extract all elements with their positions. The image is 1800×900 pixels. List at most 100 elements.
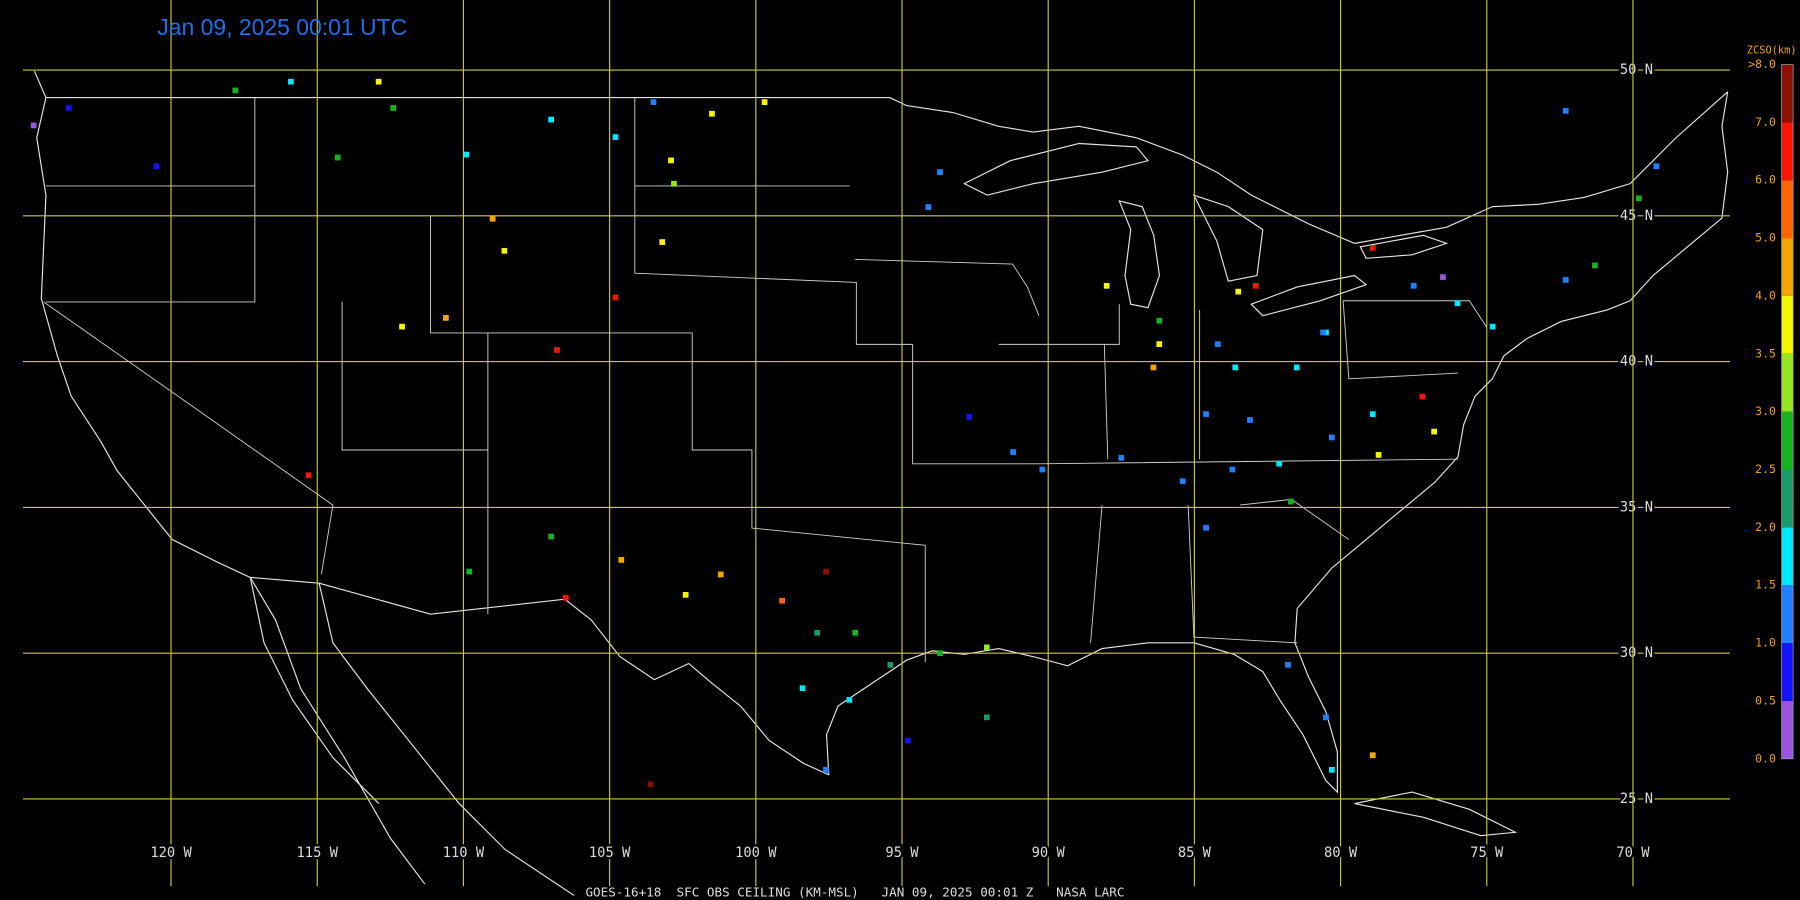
lat-label: 50 N: [1620, 62, 1653, 78]
station: [682, 592, 689, 598]
border-north: [45, 91, 1729, 244]
station: [1635, 195, 1642, 202]
colorbar-label: 4.0: [1755, 288, 1776, 302]
colorbar-label: 5.0: [1755, 231, 1776, 245]
station: [1203, 524, 1209, 531]
station: [1203, 411, 1209, 417]
station: [1562, 277, 1569, 283]
station: [1285, 661, 1291, 668]
station: [671, 180, 677, 187]
lon-label: 115 W: [297, 845, 339, 861]
station: [823, 568, 829, 575]
station: [1118, 454, 1125, 461]
station: [659, 239, 666, 245]
station: [823, 766, 829, 773]
colorbar-segment: [1781, 585, 1794, 644]
station: [612, 134, 619, 140]
station: [548, 533, 555, 540]
colorbar-label: 1.5: [1755, 578, 1776, 592]
station: [904, 737, 911, 744]
colorbar-label: 3.0: [1755, 404, 1776, 418]
colorbar-segment: [1781, 122, 1794, 181]
station: [1592, 262, 1598, 269]
station: [399, 323, 405, 330]
station: [799, 685, 806, 692]
cuba: [1354, 791, 1518, 837]
station: [1235, 288, 1242, 295]
station: [1562, 107, 1569, 114]
colorbar-frame: [1781, 64, 1794, 760]
lake-erie: [1250, 274, 1368, 317]
lon-label: 120 W: [150, 845, 192, 861]
station: [966, 414, 973, 420]
station: [1323, 714, 1329, 721]
station: [1229, 466, 1236, 473]
station: [1431, 428, 1438, 435]
lon-label: 95 W: [885, 845, 919, 861]
station: [305, 472, 312, 479]
station: [443, 315, 449, 321]
station: [846, 696, 853, 703]
station: [1179, 478, 1186, 485]
colorbar-label: 7.0: [1755, 115, 1776, 129]
station: [562, 594, 569, 601]
station: [668, 157, 674, 164]
title: Jan 09, 2025 00:01 UTC: [157, 14, 407, 40]
station: [1010, 449, 1016, 455]
lon-label: 80 W: [1324, 845, 1358, 861]
colorbar-segment: [1781, 411, 1794, 470]
station: [153, 163, 160, 170]
station: [288, 78, 294, 85]
lon-label: 70 W: [1616, 845, 1650, 861]
station: [1150, 364, 1157, 371]
lon-label: 100 W: [735, 845, 777, 861]
station: [1454, 300, 1461, 307]
station: [1293, 364, 1300, 371]
colorbar-title: ZCSO(km): [1747, 45, 1797, 57]
baja: [249, 577, 575, 896]
station: [1375, 452, 1382, 458]
outlines: [33, 70, 1729, 896]
station: [1489, 323, 1496, 330]
station: [1323, 329, 1329, 336]
station: [1328, 766, 1335, 773]
lake-huron: [1192, 194, 1264, 282]
station: [983, 644, 990, 651]
station: [612, 294, 619, 301]
station: [1156, 341, 1163, 347]
colorbar-segment: [1781, 295, 1794, 354]
colorbar-label: >8.0: [1748, 57, 1776, 71]
station: [501, 247, 508, 254]
station: [983, 714, 990, 721]
stations: [30, 78, 1660, 788]
station: [650, 99, 657, 105]
station: [1247, 417, 1253, 423]
lat-label: 30 N: [1620, 645, 1653, 661]
colorbar-label: 1.0: [1755, 636, 1776, 650]
station: [1232, 364, 1239, 371]
lon-label: 110 W: [443, 845, 485, 861]
station: [852, 629, 859, 636]
colorbar-segment: [1781, 527, 1794, 586]
station: [814, 629, 821, 636]
station: [717, 571, 724, 578]
station: [618, 557, 625, 563]
station: [647, 781, 654, 788]
station: [1252, 282, 1259, 289]
station: [709, 110, 715, 117]
station: [1276, 460, 1283, 467]
station: [1320, 329, 1326, 336]
station: [1410, 282, 1417, 289]
colorbar-label: 3.5: [1755, 346, 1776, 360]
coastline: [33, 70, 426, 885]
station: [554, 347, 560, 353]
colorbar-segment: [1781, 643, 1794, 701]
lon-label: 75 W: [1470, 845, 1504, 861]
station: [1328, 434, 1335, 441]
grid: 50 N 45 N 40 N 35 N 30 N 25 N 120 W 115 W 110 W 1…: [22, 0, 1730, 887]
colorbar-segment: [1781, 353, 1794, 412]
station: [1288, 498, 1294, 505]
colorbar-label: 2.0: [1755, 520, 1776, 534]
